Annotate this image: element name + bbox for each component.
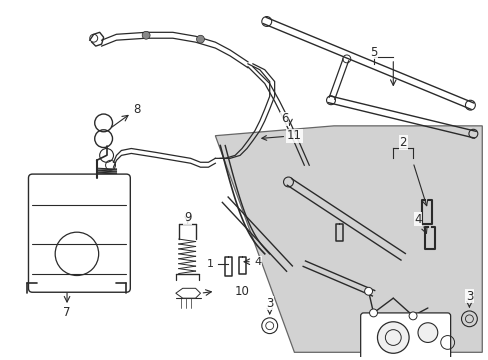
Text: 6: 6 [280, 112, 288, 125]
Text: 1: 1 [206, 259, 213, 269]
Text: 4: 4 [254, 257, 261, 267]
Text: 2: 2 [399, 136, 406, 149]
Text: 7: 7 [63, 306, 71, 319]
FancyBboxPatch shape [360, 313, 450, 360]
Polygon shape [175, 288, 200, 298]
Circle shape [377, 322, 408, 353]
Text: 5: 5 [369, 45, 376, 59]
Circle shape [364, 287, 372, 295]
Text: 9: 9 [183, 211, 191, 224]
FancyBboxPatch shape [28, 174, 130, 292]
Text: 11: 11 [261, 129, 301, 142]
Circle shape [142, 31, 150, 39]
Polygon shape [215, 126, 481, 352]
Text: 4: 4 [413, 213, 421, 226]
Text: 3: 3 [465, 290, 472, 303]
Text: 10: 10 [235, 285, 249, 298]
Circle shape [408, 312, 416, 320]
Circle shape [196, 35, 204, 43]
Circle shape [417, 323, 437, 342]
Text: 8: 8 [133, 103, 141, 116]
Text: 3: 3 [265, 297, 273, 310]
Circle shape [369, 309, 377, 317]
